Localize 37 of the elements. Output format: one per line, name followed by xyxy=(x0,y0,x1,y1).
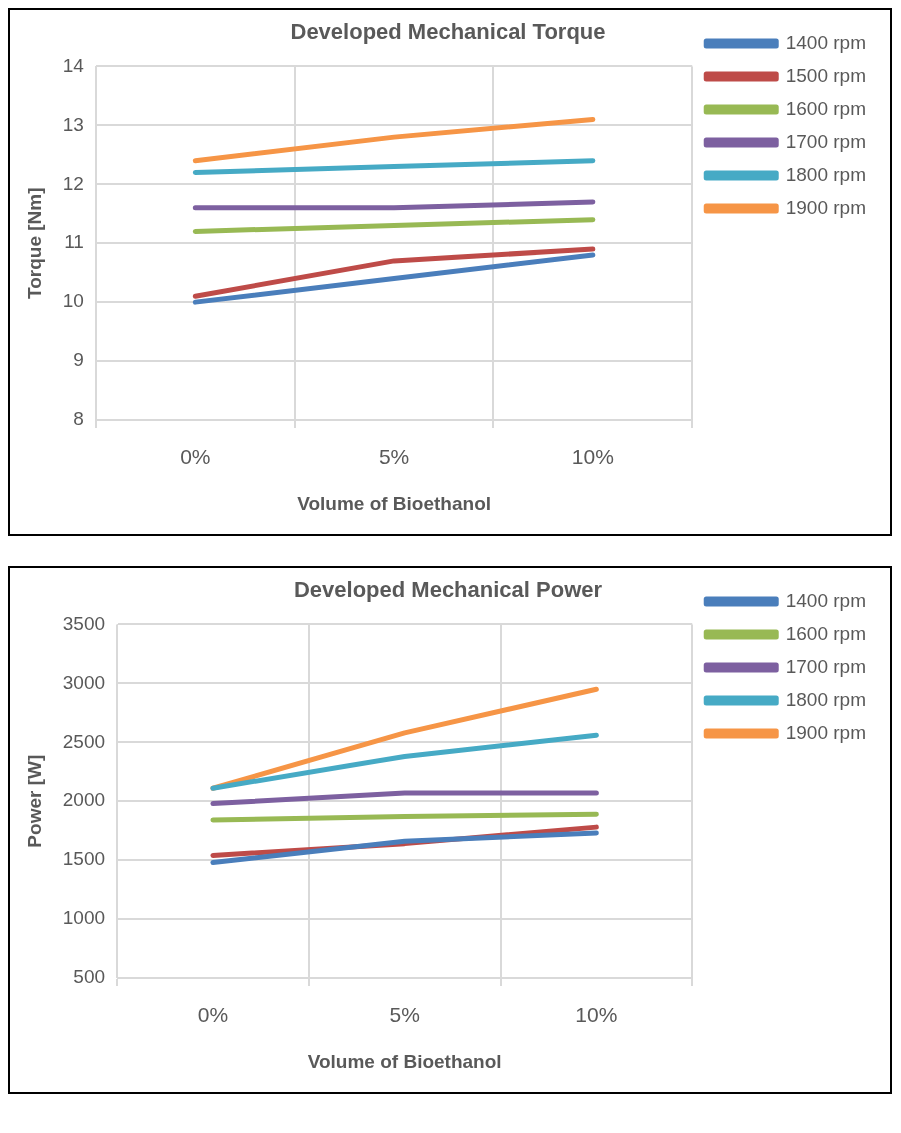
legend-label: 1400 rpm xyxy=(785,31,867,53)
y-axis-title: Torque [Nm] xyxy=(23,187,45,299)
y-tick-label: 9 xyxy=(73,349,84,371)
x-axis-title: Volume of Bioethanol xyxy=(297,492,492,514)
y-tick-label: 3500 xyxy=(62,612,106,634)
y-tick-label: 12 xyxy=(62,172,84,194)
x-tick-label: 5% xyxy=(378,445,410,469)
y-tick-label: 10 xyxy=(62,290,84,312)
y-tick-label: 11 xyxy=(64,231,84,253)
chart-title: Developed Mechanical Torque xyxy=(290,19,606,45)
y-tick-label: 2500 xyxy=(62,730,106,752)
x-axis-title: Volume of Bioethanol xyxy=(307,1050,502,1072)
legend-label: 1600 rpm xyxy=(785,622,867,644)
legend-label: 1900 rpm xyxy=(785,721,867,743)
legend-label: 1800 rpm xyxy=(785,688,867,710)
legend-label: 1900 rpm xyxy=(785,196,867,218)
x-tick-label: 0% xyxy=(180,445,211,469)
y-tick-label: 14 xyxy=(62,54,85,76)
legend-label: 1800 rpm xyxy=(785,163,867,185)
y-tick-label: 3000 xyxy=(62,671,106,693)
y-tick-label: 1500 xyxy=(62,848,106,870)
y-tick-label: 1000 xyxy=(62,907,106,929)
legend-label: 1700 rpm xyxy=(785,130,867,152)
x-tick-label: 10% xyxy=(571,445,614,469)
y-tick-label: 13 xyxy=(62,113,84,135)
y-tick-label: 500 xyxy=(73,966,106,988)
chart-title: Developed Mechanical Power xyxy=(293,577,603,603)
legend-label: 1600 rpm xyxy=(785,97,867,119)
x-tick-label: 5% xyxy=(389,1003,420,1027)
y-axis-title: Power [W] xyxy=(23,754,45,848)
legend-label: 1400 rpm xyxy=(785,589,867,611)
legend-label: 1700 rpm xyxy=(785,655,867,677)
legend-label: 1500 rpm xyxy=(785,64,867,86)
x-tick-label: 0% xyxy=(197,1003,229,1027)
y-tick-label: 2000 xyxy=(62,789,106,811)
y-tick-label: 8 xyxy=(73,408,84,430)
x-tick-label: 10% xyxy=(575,1003,618,1027)
